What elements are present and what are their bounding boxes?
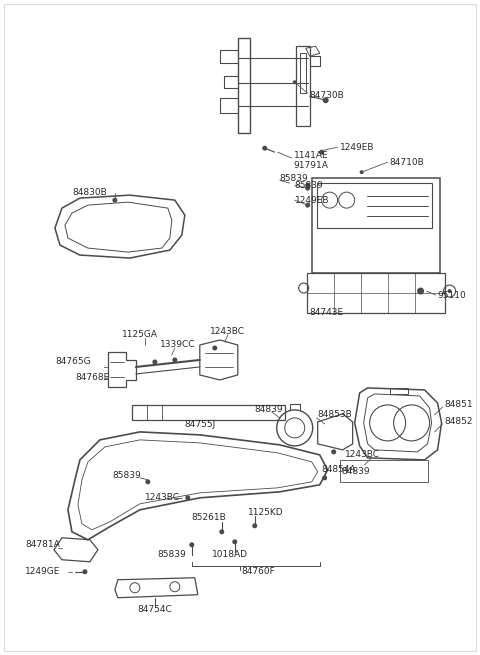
- Text: 84851: 84851: [444, 400, 473, 409]
- Text: 84839: 84839: [255, 405, 283, 415]
- Text: 84839: 84839: [342, 468, 370, 476]
- Text: 1125GA: 1125GA: [122, 331, 158, 339]
- Circle shape: [83, 569, 87, 574]
- Text: 84830B: 84830B: [72, 187, 107, 196]
- Text: 84760F: 84760F: [242, 567, 276, 576]
- Circle shape: [447, 289, 452, 293]
- Text: 85839: 85839: [295, 181, 324, 190]
- Text: 84754C: 84754C: [138, 605, 173, 614]
- Text: 1141AE: 1141AE: [294, 151, 328, 160]
- Circle shape: [145, 479, 150, 484]
- Text: 84853B: 84853B: [318, 411, 352, 419]
- Text: 84743E: 84743E: [310, 307, 344, 316]
- Circle shape: [322, 476, 327, 480]
- Circle shape: [417, 288, 424, 295]
- Text: 1249GE: 1249GE: [25, 567, 60, 576]
- Text: 85839: 85839: [158, 550, 187, 559]
- Text: 95110: 95110: [438, 291, 466, 299]
- Text: 1243BC: 1243BC: [345, 451, 380, 459]
- Text: 84755J: 84755J: [185, 421, 216, 430]
- Circle shape: [212, 345, 217, 350]
- Circle shape: [252, 523, 257, 529]
- Text: 1243BC: 1243BC: [145, 493, 180, 502]
- Text: 85261B: 85261B: [192, 514, 227, 522]
- Text: 91791A: 91791A: [294, 160, 329, 170]
- Text: 84852: 84852: [444, 417, 473, 426]
- Circle shape: [305, 185, 310, 191]
- Text: 1125KD: 1125KD: [248, 508, 283, 517]
- Text: 84768E: 84768E: [75, 373, 109, 383]
- Text: 1243BC: 1243BC: [210, 328, 245, 337]
- Circle shape: [172, 358, 177, 362]
- Circle shape: [112, 198, 118, 202]
- Text: 84781A: 84781A: [25, 540, 60, 550]
- Text: 1249EB: 1249EB: [340, 143, 374, 152]
- Circle shape: [323, 97, 329, 103]
- Circle shape: [189, 542, 194, 548]
- Circle shape: [152, 360, 157, 364]
- Text: 1339CC: 1339CC: [160, 341, 195, 350]
- Circle shape: [319, 150, 324, 155]
- Circle shape: [185, 495, 190, 500]
- Circle shape: [262, 145, 267, 151]
- Text: 84854A: 84854A: [322, 465, 356, 474]
- Circle shape: [331, 449, 336, 455]
- Text: 84765G: 84765G: [55, 358, 91, 366]
- Text: 1249EB: 1249EB: [295, 196, 329, 204]
- Text: 1018AD: 1018AD: [212, 550, 248, 559]
- Circle shape: [219, 529, 224, 534]
- Circle shape: [360, 170, 364, 174]
- Text: 84710B: 84710B: [390, 158, 424, 166]
- Circle shape: [305, 202, 310, 208]
- Text: 85839: 85839: [280, 174, 309, 183]
- Text: 85839: 85839: [112, 472, 141, 480]
- Text: 84730B: 84730B: [310, 91, 345, 100]
- Circle shape: [232, 539, 237, 544]
- Circle shape: [293, 81, 297, 84]
- Circle shape: [305, 183, 310, 187]
